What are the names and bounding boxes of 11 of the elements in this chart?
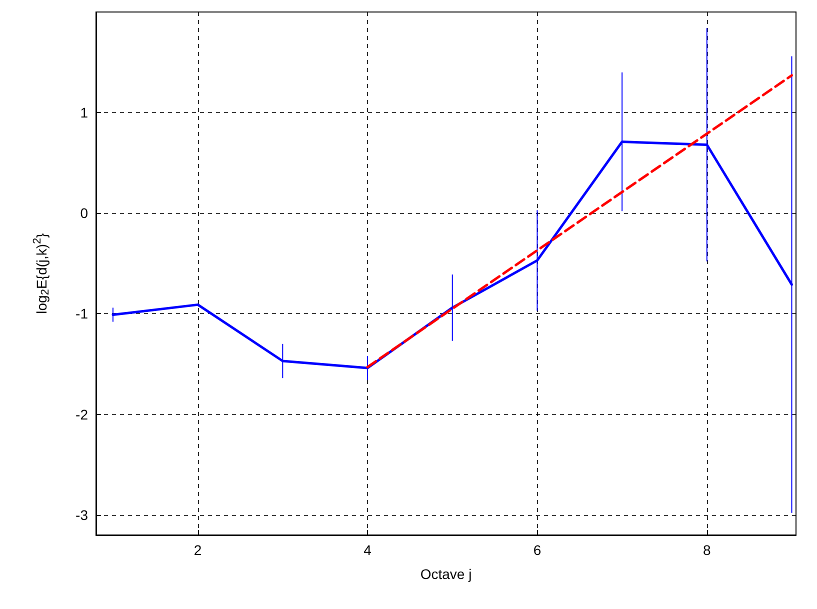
x-tick-label: 8 [703, 542, 712, 558]
y-tick-label: 1 [80, 104, 88, 121]
y-axis-title: log2E{d(j,k)2} [32, 232, 52, 314]
x-axis-title: Octave j [420, 566, 472, 582]
x-tick-label: 6 [533, 542, 542, 558]
y-tick-label: -3 [76, 506, 88, 523]
y-tick-label: -2 [76, 406, 88, 422]
x-tick-label: 2 [194, 542, 202, 558]
y-tick-label: 0 [80, 205, 88, 222]
y-tick-label: -1 [76, 306, 88, 322]
x-tick-label: 4 [364, 542, 372, 558]
